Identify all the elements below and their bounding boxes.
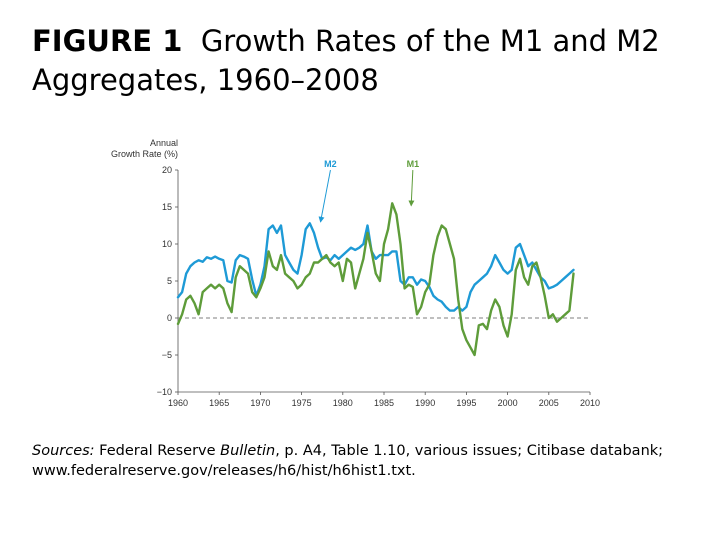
x-tick-label: 1975 [292, 398, 312, 408]
x-tick-label: 2000 [498, 398, 518, 408]
sources-label: Sources: [32, 443, 95, 459]
series-layer [176, 202, 575, 357]
y-tick-label: 10 [162, 239, 172, 249]
series-line-m1 [176, 202, 575, 357]
series-m1 [176, 202, 575, 357]
x-tick-label: 1985 [374, 398, 394, 408]
y-tick-label: 0 [167, 313, 172, 323]
y-tick-label: −10 [157, 387, 172, 397]
series-label-m1: M1 [407, 159, 420, 169]
x-tick-label: 2005 [539, 398, 559, 408]
x-tick-label: 1995 [456, 398, 476, 408]
y-axis-label-line2: Growth Rate (%) [111, 149, 178, 159]
x-tick-label: 1990 [415, 398, 435, 408]
x-tick-label: 1965 [209, 398, 229, 408]
y-tick-label: 5 [167, 276, 172, 286]
y-axis-label-line1: Annual [150, 138, 178, 148]
sources-text-part2: , p. A4, Table 1.10, various issues; Cit… [32, 443, 664, 479]
y-tick-label: 15 [162, 202, 172, 212]
annotation-layer: M2 M1 [318, 159, 420, 223]
figure-title: FIGURE 1 Growth Rates of the M1 and M2 A… [32, 22, 692, 100]
growth-rate-chart: Annual Growth Rate (%) 20 15 10 5 0 −5 −101960… [111, 138, 600, 408]
series-pointer-arrow-m2 [318, 169, 331, 223]
x-tick-label: 2010 [580, 398, 600, 408]
series-label-m2: M2 [324, 159, 337, 169]
sources-text-part1: Federal Reserve [99, 443, 216, 459]
y-tick-label: −5 [162, 350, 172, 360]
chart-area: Annual Growth Rate (%) 20 15 10 5 0 −5 −10 1960… [90, 130, 620, 420]
series-line-m2 [176, 222, 575, 312]
figure-title-text: Growth Rates of the M1 and M2 Aggregates… [32, 24, 660, 97]
x-tick-label: 1980 [333, 398, 353, 408]
x-tick-label: 1960 [168, 398, 188, 408]
sources-note: Sources: Federal Reserve Bulletin, p. A4… [32, 441, 692, 481]
x-tick-label: 1970 [250, 398, 270, 408]
series-m2 [176, 222, 575, 312]
figure-label: FIGURE 1 [32, 24, 183, 58]
series-pointer-arrow-m1 [408, 170, 415, 207]
y-tick-label: 20 [162, 165, 172, 175]
sources-publication: Bulletin [220, 443, 276, 459]
